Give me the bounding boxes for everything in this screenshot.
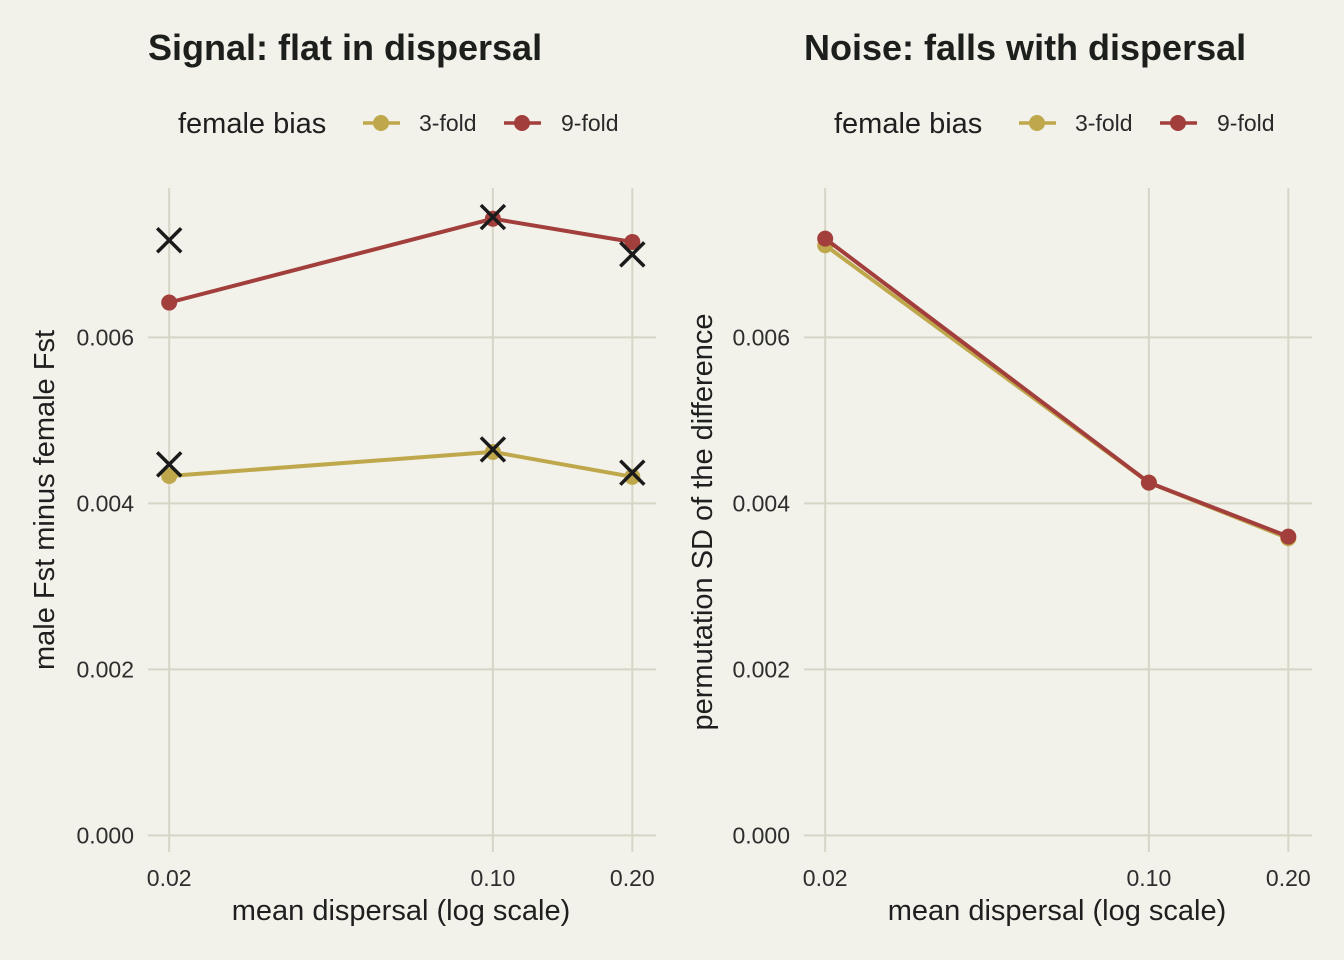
data-point-3-fold: [484, 443, 501, 460]
x-tick-label: 0.20: [610, 865, 655, 891]
legend-label-3-fold: 3-fold: [1075, 110, 1133, 136]
signal-marks: [155, 203, 646, 486]
legend-dot-3-fold: [1029, 115, 1045, 131]
noise-y-axis-title: permutation SD of the difference: [687, 314, 719, 731]
noise-legend-title: female bias: [834, 108, 982, 140]
legend-label-3-fold: 3-fold: [419, 110, 477, 136]
y-tick-label: 0.006: [76, 324, 134, 350]
cross-marker: [619, 459, 646, 486]
signal-legend: female bias 3-fold 9-fold: [178, 108, 619, 140]
signal-panel: Signal: flat in dispersal female bias 3-…: [29, 27, 656, 927]
cross-marker: [619, 241, 646, 268]
y-tick-label: 0.004: [732, 490, 790, 516]
x-tick-label: 0.10: [1127, 865, 1172, 891]
signal-y-ticks: 0.000 0.002 0.004 0.006: [76, 324, 134, 848]
y-tick-label: 0.000: [732, 822, 790, 848]
cross-marker: [479, 203, 507, 231]
y-tick-label: 0.006: [732, 324, 790, 350]
noise-x-ticks: 0.02 0.10 0.20: [803, 865, 1311, 891]
signal-x-ticks: 0.02 0.10 0.20: [147, 865, 655, 891]
noise-y-ticks: 0.000 0.002 0.004 0.006: [732, 324, 790, 848]
signal-panel-title: Signal: flat in dispersal: [148, 27, 542, 68]
noise-legend: female bias 3-fold 9-fold: [834, 108, 1275, 140]
cross-marker: [155, 227, 183, 254]
cross-marker: [479, 436, 507, 463]
y-tick-label: 0.000: [76, 822, 134, 848]
x-tick-label: 0.02: [147, 865, 192, 891]
noise-panel-title: Noise: falls with dispersal: [804, 27, 1246, 68]
legend-dot-9-fold: [1170, 115, 1186, 131]
data-point-3-fold: [161, 468, 178, 485]
noise-x-axis-title: mean dispersal (log scale): [888, 895, 1226, 927]
noise-panel: Noise: falls with dispersal female bias …: [687, 27, 1312, 927]
data-point-9-fold: [817, 230, 834, 247]
legend-dot-3-fold: [373, 115, 389, 131]
noise-grid: [804, 188, 1312, 852]
data-point-3-fold: [624, 468, 641, 485]
data-point-9-fold: [161, 294, 178, 311]
x-tick-label: 0.20: [1266, 865, 1311, 891]
data-point-9-fold: [1280, 528, 1297, 545]
signal-x-axis-title: mean dispersal (log scale): [232, 895, 570, 927]
legend-label-9-fold: 9-fold: [1217, 110, 1275, 136]
y-tick-label: 0.004: [76, 490, 134, 516]
data-point-9-fold: [1140, 474, 1157, 491]
signal-y-axis-title: male Fst minus female Fst: [29, 330, 61, 670]
signal-legend-title: female bias: [178, 108, 326, 140]
legend-dot-9-fold: [514, 115, 530, 131]
data-point-9-fold: [624, 233, 641, 250]
legend-label-9-fold: 9-fold: [561, 110, 619, 136]
y-tick-label: 0.002: [76, 656, 134, 682]
noise-marks: [817, 230, 1297, 547]
x-tick-label: 0.02: [803, 865, 848, 891]
cross-marker: [155, 451, 183, 478]
x-tick-label: 0.10: [471, 865, 516, 891]
y-tick-label: 0.002: [732, 656, 790, 682]
